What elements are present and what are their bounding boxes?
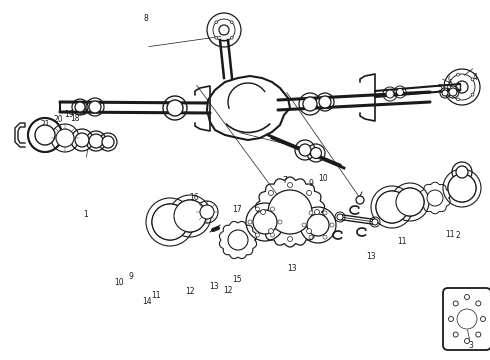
Circle shape: [311, 148, 321, 158]
Circle shape: [288, 183, 293, 188]
Circle shape: [323, 211, 327, 215]
Circle shape: [309, 211, 313, 215]
Circle shape: [471, 78, 474, 81]
Circle shape: [447, 86, 450, 89]
Circle shape: [376, 191, 408, 223]
Circle shape: [152, 204, 188, 240]
Circle shape: [307, 229, 312, 234]
Circle shape: [75, 133, 89, 147]
Circle shape: [215, 21, 218, 24]
Circle shape: [330, 223, 334, 227]
Circle shape: [269, 229, 273, 234]
Circle shape: [102, 136, 114, 148]
Circle shape: [386, 90, 394, 98]
Circle shape: [35, 125, 55, 145]
Text: 7: 7: [283, 176, 288, 185]
Circle shape: [255, 233, 260, 237]
Text: 19: 19: [64, 110, 74, 119]
Circle shape: [248, 220, 252, 224]
Text: 9: 9: [129, 272, 134, 281]
Text: 9: 9: [309, 179, 314, 188]
Circle shape: [288, 237, 293, 242]
Circle shape: [456, 166, 468, 178]
Circle shape: [200, 205, 214, 219]
Circle shape: [89, 134, 103, 148]
Circle shape: [319, 96, 331, 108]
Circle shape: [228, 230, 248, 250]
Circle shape: [303, 97, 317, 111]
Circle shape: [449, 88, 457, 96]
Circle shape: [302, 223, 306, 227]
Text: 3: 3: [468, 341, 473, 350]
Circle shape: [180, 206, 200, 226]
Circle shape: [401, 193, 419, 211]
Text: 21: 21: [41, 120, 50, 129]
Circle shape: [270, 207, 274, 211]
Text: 10: 10: [318, 174, 328, 183]
Circle shape: [427, 190, 443, 206]
Text: 16: 16: [189, 193, 198, 202]
Circle shape: [307, 214, 329, 236]
Circle shape: [382, 197, 402, 217]
Circle shape: [337, 214, 343, 220]
Text: 2: 2: [456, 231, 461, 240]
Circle shape: [323, 235, 327, 239]
Circle shape: [309, 235, 313, 239]
Circle shape: [453, 179, 471, 197]
Circle shape: [307, 190, 312, 195]
Circle shape: [396, 89, 403, 95]
Text: 15: 15: [232, 275, 242, 284]
Text: 20: 20: [53, 115, 63, 124]
Text: 6: 6: [447, 79, 452, 88]
Text: 11: 11: [445, 230, 455, 239]
Circle shape: [270, 233, 274, 237]
Circle shape: [457, 98, 460, 101]
Circle shape: [457, 73, 460, 76]
Circle shape: [261, 210, 266, 215]
Text: 1: 1: [83, 210, 88, 219]
Circle shape: [174, 200, 206, 232]
Circle shape: [89, 101, 101, 113]
Text: 5: 5: [437, 84, 442, 93]
Circle shape: [158, 210, 182, 234]
Circle shape: [269, 190, 273, 195]
Text: 13: 13: [209, 282, 219, 291]
Circle shape: [268, 190, 312, 234]
Text: 12: 12: [223, 287, 233, 296]
Text: 11: 11: [397, 238, 407, 247]
Text: 8: 8: [144, 14, 148, 23]
Circle shape: [215, 36, 218, 39]
Text: 4: 4: [473, 73, 478, 82]
Text: 17: 17: [232, 205, 242, 214]
Text: 14: 14: [142, 297, 152, 306]
Circle shape: [442, 90, 448, 96]
Circle shape: [471, 93, 474, 96]
Text: 18: 18: [70, 114, 79, 123]
Circle shape: [56, 129, 74, 147]
Circle shape: [372, 219, 378, 225]
Text: 10: 10: [114, 278, 124, 287]
Circle shape: [167, 100, 183, 116]
Circle shape: [253, 210, 277, 234]
Circle shape: [230, 36, 233, 39]
Text: 11: 11: [151, 292, 161, 300]
Circle shape: [315, 210, 319, 215]
Text: 13: 13: [287, 264, 296, 273]
Text: 18: 18: [77, 108, 87, 117]
Circle shape: [255, 207, 260, 211]
Circle shape: [230, 21, 233, 24]
Circle shape: [396, 188, 424, 216]
Circle shape: [75, 102, 85, 112]
Text: 12: 12: [185, 287, 195, 296]
Circle shape: [448, 174, 476, 202]
Circle shape: [278, 220, 282, 224]
Circle shape: [299, 144, 311, 156]
Text: 13: 13: [367, 252, 376, 261]
